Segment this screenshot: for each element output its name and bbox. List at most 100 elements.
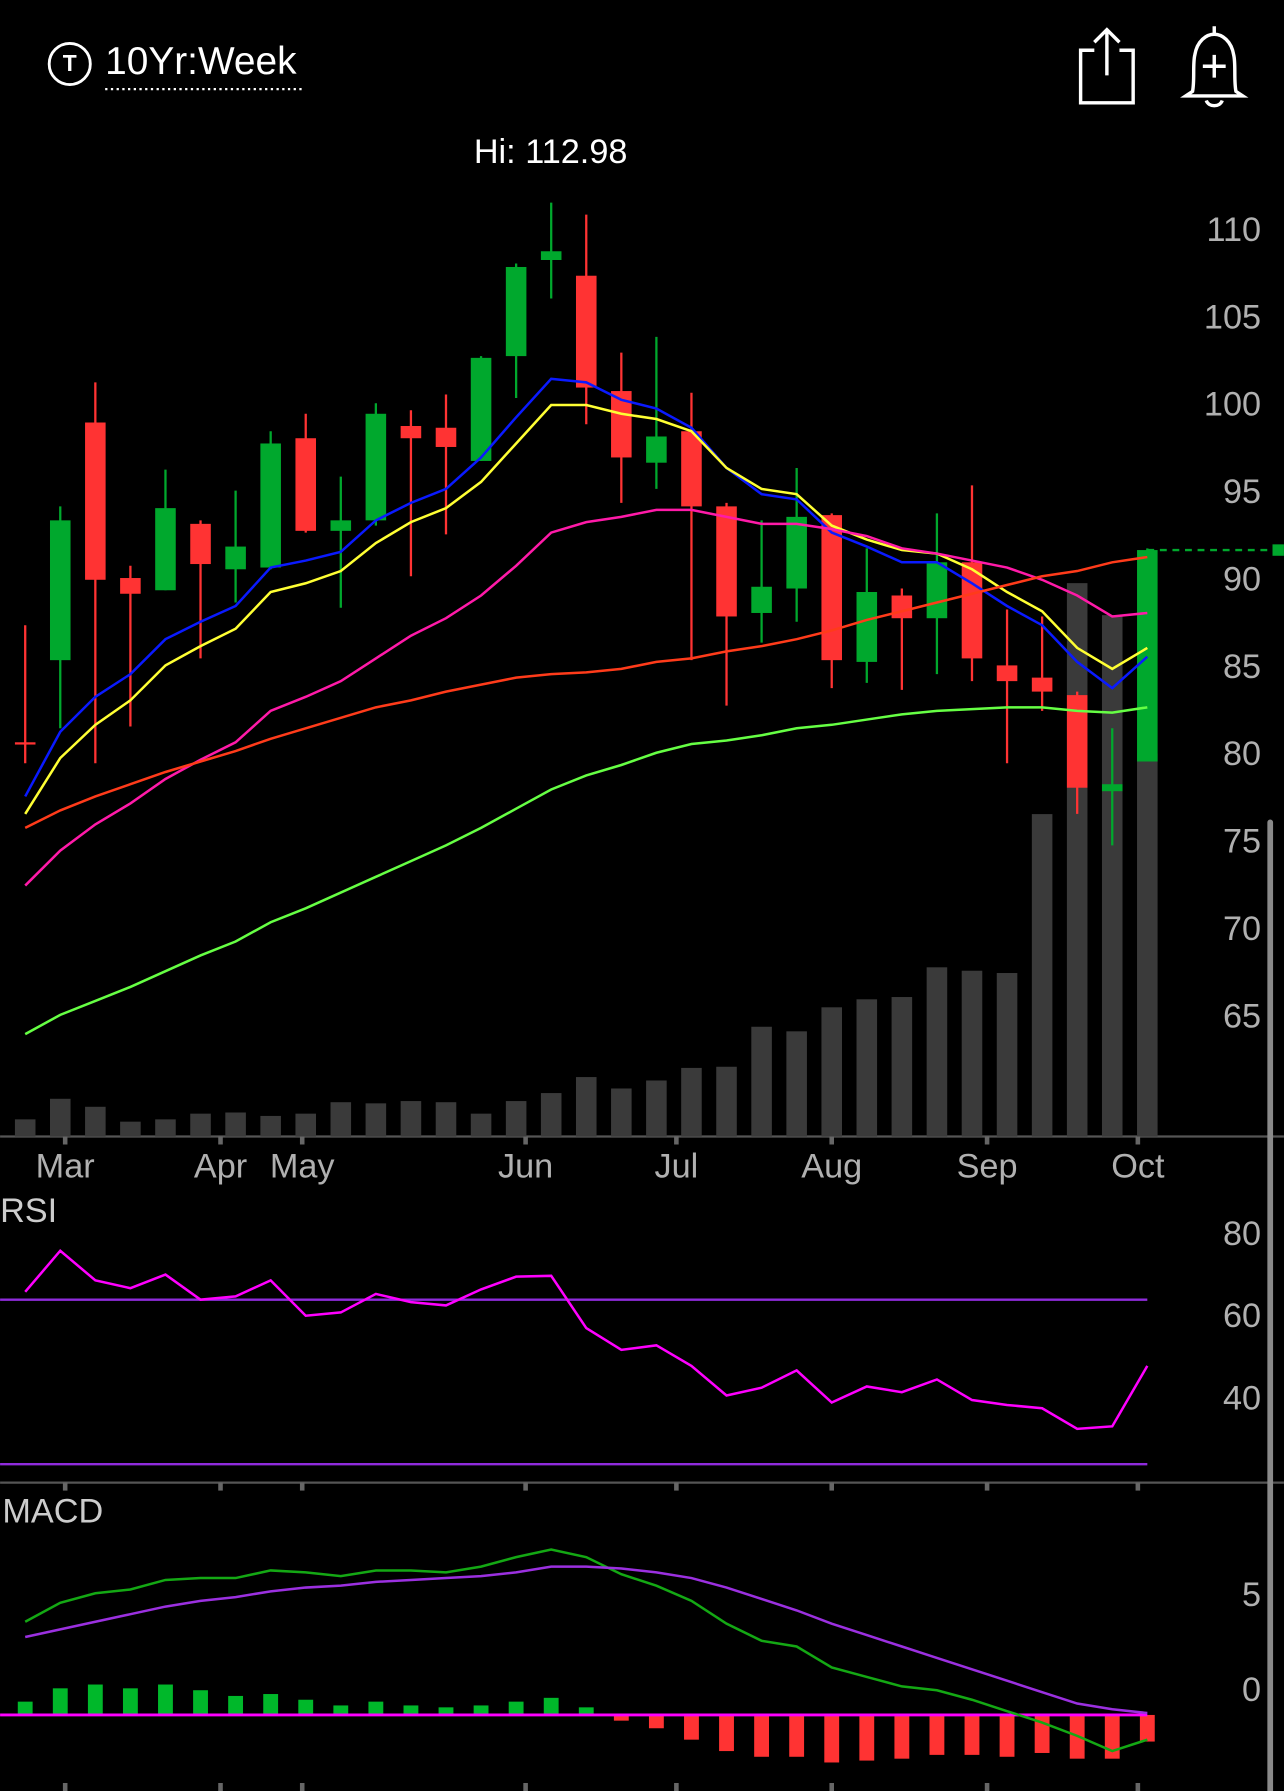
candle-body (961, 562, 983, 659)
x-tick-label: May (270, 1148, 336, 1186)
x-tick-label: Aug (801, 1148, 862, 1186)
volume-bar (190, 1113, 211, 1137)
y-tick-label: 80 (1223, 1215, 1261, 1253)
volume-bar (435, 1102, 457, 1137)
bell-plus (1202, 26, 1226, 78)
volume-bar (1031, 814, 1053, 1137)
moving-average (24, 377, 1149, 798)
volume-bar (751, 1026, 772, 1137)
histogram-bar (894, 1714, 910, 1759)
volume-bar (400, 1101, 422, 1137)
grid (62, 1136, 1141, 1791)
candle-body (891, 595, 913, 619)
volume-bar (856, 999, 878, 1137)
y-tick-label: 100 (1204, 386, 1261, 424)
macd-line (24, 1548, 1148, 1753)
moving-average (24, 555, 1148, 830)
y-tick-label: 60 (1223, 1297, 1261, 1335)
volume-bar (540, 1093, 562, 1137)
symbol-icon (47, 41, 92, 86)
volume-bar (505, 1101, 527, 1137)
candle-body (996, 665, 1018, 682)
candle-body (821, 515, 843, 661)
histogram-bar (929, 1714, 945, 1755)
candle-body (611, 391, 632, 458)
histogram-bar (999, 1714, 1015, 1757)
volume-bar (225, 1112, 246, 1137)
share-button[interactable] (1078, 27, 1135, 105)
symbol-icon-glyph: T (63, 50, 77, 76)
symbol-label[interactable]: 10Yr:Week (105, 40, 297, 83)
high-annotation: Hi: 112.98 (474, 133, 628, 171)
candle-body (1031, 677, 1053, 692)
x-tick-label: Oct (1111, 1148, 1165, 1186)
volume-bar (120, 1121, 141, 1137)
x-tick-label: Apr (194, 1148, 247, 1186)
y-tick-label: 5 (1242, 1576, 1261, 1614)
histogram-bar (87, 1684, 103, 1715)
histogram-bar (333, 1705, 349, 1715)
candle-body (365, 413, 387, 521)
volume-bar (1137, 753, 1158, 1137)
histogram-bar (684, 1714, 699, 1740)
candle-body (540, 251, 562, 260)
last-price-marker (1272, 544, 1284, 556)
macd-title: MACD (2, 1492, 103, 1530)
macd-line (24, 1565, 1148, 1715)
histogram-bar (1139, 1714, 1155, 1742)
candle-body (14, 742, 36, 745)
candle-body (681, 431, 702, 507)
candle-body (85, 422, 106, 580)
histogram-bar (964, 1714, 980, 1755)
candle-body (926, 562, 948, 619)
moving-average (24, 706, 1148, 1036)
volume-bar (716, 1066, 737, 1137)
candle-body (155, 508, 176, 591)
y-tick-label: 75 (1223, 823, 1261, 861)
histogram-bar (578, 1707, 594, 1715)
candle-body (575, 275, 597, 388)
histogram-bar (122, 1688, 138, 1715)
bell-clapper (1204, 99, 1224, 108)
y-tick-label: 65 (1223, 997, 1261, 1035)
y-tick-label: 110 (1206, 211, 1261, 249)
candle-body (856, 592, 878, 662)
candle-body (505, 266, 527, 357)
candle-body (716, 506, 737, 617)
histogram-bar (543, 1697, 559, 1715)
x-tick-label: Mar (36, 1148, 95, 1186)
histogram-bar (473, 1705, 489, 1715)
alert-button[interactable] (1180, 26, 1249, 108)
volume-bar (14, 1119, 36, 1137)
volume-bar (49, 1098, 71, 1137)
candle-body (646, 436, 667, 463)
labels: 110 105 100 95 90 85 80 75 70 65 Mar Apr May Jun Jul Au… (36, 211, 1261, 1709)
bell (1180, 32, 1249, 98)
volume-bar (1101, 615, 1123, 1137)
histogram-bar (1104, 1714, 1120, 1759)
volume-bar (681, 1067, 702, 1137)
histogram-bar (403, 1705, 419, 1715)
volume-bar (646, 1080, 667, 1137)
histogram-bar (193, 1690, 208, 1715)
candle-body (1137, 550, 1158, 762)
volume-bar (155, 1119, 176, 1137)
volume-bar (961, 970, 983, 1137)
volume-bar (85, 1106, 106, 1137)
histogram-bar (263, 1694, 279, 1715)
candle-body (120, 578, 141, 594)
x-tick-label: Jun (498, 1148, 553, 1186)
x-tick-label: Sep (957, 1148, 1018, 1186)
histogram-bar (298, 1699, 314, 1715)
candle-body (49, 520, 71, 661)
histogram-bar (613, 1714, 629, 1721)
y-tick-label: 105 (1204, 298, 1261, 336)
symbol-button[interactable]: T 10Yr:Week (47, 40, 306, 91)
volume (14, 583, 1158, 1137)
histogram-bar (158, 1684, 173, 1715)
x-tick-label: Jul (654, 1148, 698, 1186)
y-tick-label: 85 (1223, 648, 1261, 686)
histogram-bar (754, 1714, 770, 1757)
